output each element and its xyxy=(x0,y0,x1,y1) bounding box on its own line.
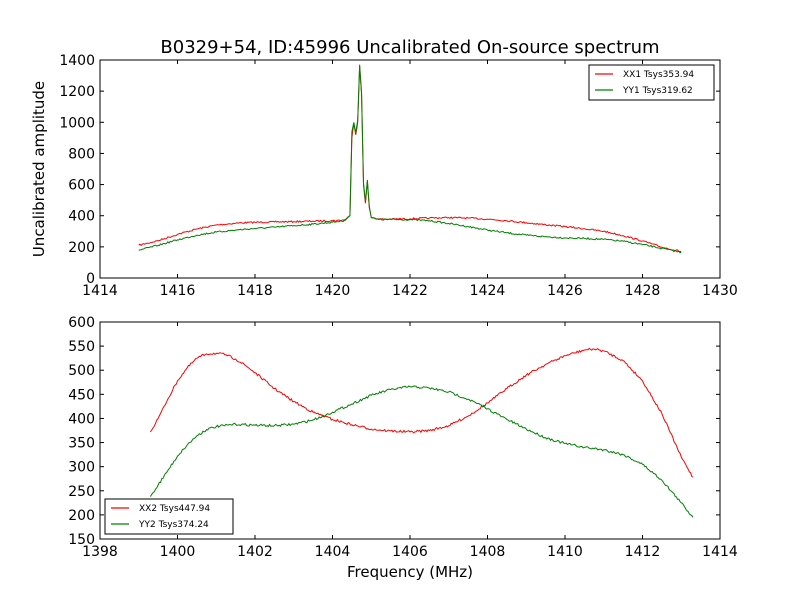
x-tick-label: 1430 xyxy=(702,283,738,299)
y-tick-label: 0 xyxy=(86,271,95,287)
x-tick-label: 1400 xyxy=(160,544,196,560)
bottom-legend-label-xx2: XX2 Tsys447.94 xyxy=(139,504,210,514)
y-tick-label: 600 xyxy=(68,178,95,194)
x-tick-label: 1428 xyxy=(625,283,661,299)
top-legend-box xyxy=(588,64,715,101)
series-line-yy1 xyxy=(138,64,682,254)
y-tick-label: 300 xyxy=(68,460,95,476)
top-panel: B0329+54, ID:45996 Uncalibrated On-sourc… xyxy=(30,37,738,299)
x-tick-label: 1420 xyxy=(315,283,351,299)
x-tick-label: 1414 xyxy=(82,283,118,299)
y-tick-label: 400 xyxy=(68,209,95,225)
y-tick-label: 150 xyxy=(68,532,95,548)
top-y-axis-label: Uncalibrated amplitude xyxy=(30,81,48,257)
y-tick-label: 600 xyxy=(68,315,95,331)
x-tick-label: 1414 xyxy=(702,544,738,560)
y-tick-label: 200 xyxy=(68,508,95,524)
x-tick-label: 1408 xyxy=(470,544,506,560)
bottom-legend-box xyxy=(104,498,234,535)
x-tick-label: 1422 xyxy=(392,283,428,299)
y-tick-label: 1400 xyxy=(59,53,95,69)
y-tick-label: 350 xyxy=(68,436,95,452)
x-tick-label: 1416 xyxy=(160,283,196,299)
x-tick-label: 1424 xyxy=(470,283,506,299)
x-tick-label: 1412 xyxy=(625,544,661,560)
y-tick-label: 400 xyxy=(68,411,95,427)
y-tick-label: 250 xyxy=(68,484,95,500)
x-tick-label: 1404 xyxy=(315,544,351,560)
y-tick-label: 450 xyxy=(68,387,95,403)
bottom-axis-ticks: 1398 1400 1402 1404 1406 1408 1410 1412 1414 150 2… xyxy=(68,315,738,560)
top-legend-label-xx1: XX1 Tsys353.94 xyxy=(623,70,694,80)
bottom-legend: XX2 Tsys447.94 YY2 Tsys374.24 xyxy=(104,498,234,535)
y-tick-label: 1200 xyxy=(59,84,95,100)
top-chart-title: B0329+54, ID:45996 Uncalibrated On-sourc… xyxy=(160,37,659,58)
series-line-xx1 xyxy=(138,66,682,253)
x-tick-label: 1398 xyxy=(82,544,118,560)
x-tick-label: 1418 xyxy=(237,283,273,299)
x-tick-label: 1402 xyxy=(237,544,273,560)
y-tick-label: 800 xyxy=(68,146,95,162)
bottom-legend-label-yy2: YY2 Tsys374.24 xyxy=(138,520,209,530)
bottom-x-axis-label: Frequency (MHz) xyxy=(347,563,473,581)
y-tick-label: 200 xyxy=(68,240,95,256)
top-legend-label-yy1: YY1 Tsys319.62 xyxy=(622,86,693,96)
x-tick-label: 1406 xyxy=(392,544,428,560)
series-line-yy2 xyxy=(149,385,694,518)
y-tick-label: 550 xyxy=(68,339,95,355)
y-tick-label: 1000 xyxy=(59,115,95,131)
y-tick-label: 500 xyxy=(68,363,95,379)
bottom-plot-area xyxy=(149,347,694,518)
series-line-xx2 xyxy=(149,347,694,478)
x-tick-label: 1410 xyxy=(547,544,583,560)
top-axis-ticks: 1414 1416 1418 1420 1422 1424 1426 1428 1430 0 200… xyxy=(59,53,737,299)
top-plot-area xyxy=(138,64,682,254)
x-tick-label: 1426 xyxy=(547,283,583,299)
top-legend: XX1 Tsys353.94 YY1 Tsys319.62 xyxy=(588,64,715,101)
bottom-panel: 1398 1400 1402 1404 1406 1408 1410 1412 1414 150 2… xyxy=(68,315,738,581)
